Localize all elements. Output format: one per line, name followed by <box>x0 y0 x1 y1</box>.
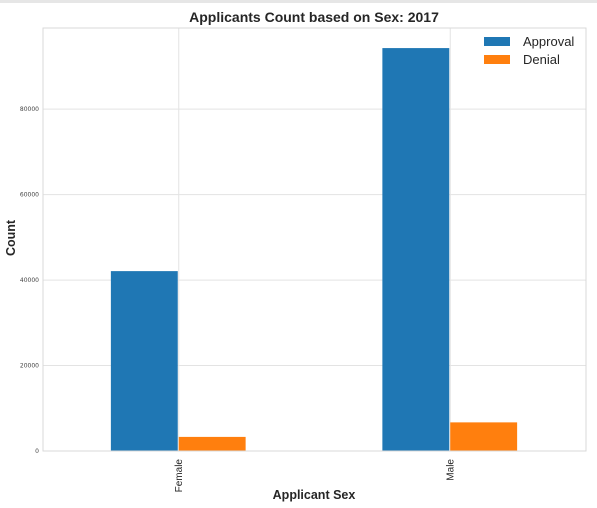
bar-denial-female <box>178 436 246 451</box>
legend-label-denial: Denial <box>523 52 560 67</box>
y-tick-label: 0 <box>35 448 39 455</box>
y-tick-label: 80000 <box>20 106 39 113</box>
y-axis-label: Count <box>4 219 18 256</box>
plot-area: 0 20000 40000 60000 80000 Female Male <box>20 27 587 493</box>
x-tick-label-male: Male <box>445 459 456 481</box>
bar-approval-female <box>110 271 178 451</box>
x-axis-label: Applicant Sex <box>273 488 356 502</box>
y-tick-label: 40000 <box>20 277 39 284</box>
legend-label-approval: Approval <box>523 34 574 49</box>
window-top-border <box>0 0 597 3</box>
plot-frame <box>42 27 587 452</box>
bar-approval-male <box>382 48 450 451</box>
bar-denial-male <box>450 422 518 451</box>
chart-title: Applicants Count based on Sex: 2017 <box>189 9 439 25</box>
y-tick-label: 20000 <box>20 363 39 370</box>
x-tick-label-female: Female <box>174 459 185 493</box>
legend-swatch-denial <box>484 55 510 64</box>
legend-swatch-approval <box>484 37 510 46</box>
y-tick-label: 60000 <box>20 192 39 199</box>
legend: Approval Denial <box>484 34 574 67</box>
